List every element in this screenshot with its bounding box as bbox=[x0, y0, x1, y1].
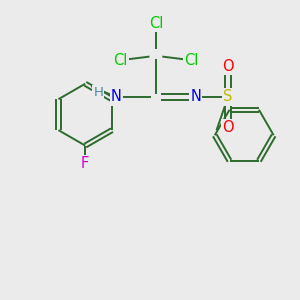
Text: N: N bbox=[190, 89, 201, 104]
Text: S: S bbox=[223, 89, 233, 104]
Text: N: N bbox=[111, 89, 122, 104]
Text: O: O bbox=[222, 58, 234, 74]
Text: O: O bbox=[222, 120, 234, 135]
Text: Cl: Cl bbox=[184, 53, 198, 68]
Text: Cl: Cl bbox=[113, 53, 128, 68]
Text: Cl: Cl bbox=[149, 16, 163, 31]
Text: H: H bbox=[94, 86, 103, 99]
Text: F: F bbox=[81, 156, 89, 171]
